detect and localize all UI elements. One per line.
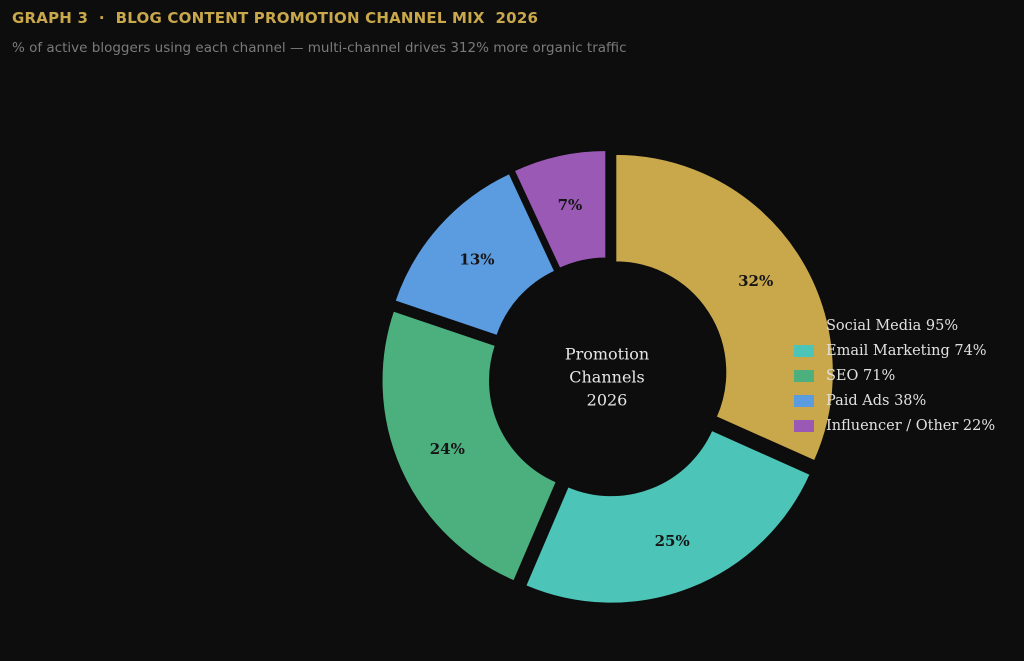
donut-slice-influencer-other <box>513 149 607 270</box>
chart-subtitle: % of active bloggers using each channel … <box>12 40 627 56</box>
slice-percent-label: 32% <box>738 272 773 290</box>
legend-entry-label: SEO 71% <box>826 368 895 384</box>
chart-title: GRAPH 3 · BLOG CONTENT PROMOTION CHANNEL… <box>12 9 539 27</box>
donut-slice-paid-ads <box>393 172 556 337</box>
legend-swatch <box>794 370 814 382</box>
legend-entry-label: Paid Ads 38% <box>826 393 926 409</box>
legend-swatch <box>794 420 814 432</box>
slice-percent-label: 13% <box>459 251 494 269</box>
legend-entry-label: Email Marketing 74% <box>826 343 987 359</box>
donut-slice-social-media <box>614 153 835 462</box>
legend-swatch <box>794 395 814 407</box>
center-label-line: 2026 <box>587 391 628 410</box>
donut-slice-email-marketing <box>524 429 812 605</box>
legend-entry-label: Influencer / Other 22% <box>826 418 995 434</box>
center-label-line: Promotion <box>565 345 649 364</box>
slice-percent-label: 7% <box>558 196 583 214</box>
donut-slice-seo <box>381 309 558 583</box>
center-label-line: Channels <box>569 368 645 387</box>
donut-center-label: Promotion Channels 2026 <box>565 345 649 410</box>
slice-percent-label: 24% <box>430 440 465 458</box>
legend-swatch <box>794 345 814 357</box>
donut-slices <box>381 149 835 605</box>
legend-entry-label: Social Media 95% <box>826 318 958 334</box>
donut-slice-labels: 32% 25% 24% 13% 7% <box>430 196 774 550</box>
chart-legend: Social Media 95% Email Marketing 74% SEO 7… <box>794 318 995 434</box>
slice-percent-label: 25% <box>655 532 690 550</box>
